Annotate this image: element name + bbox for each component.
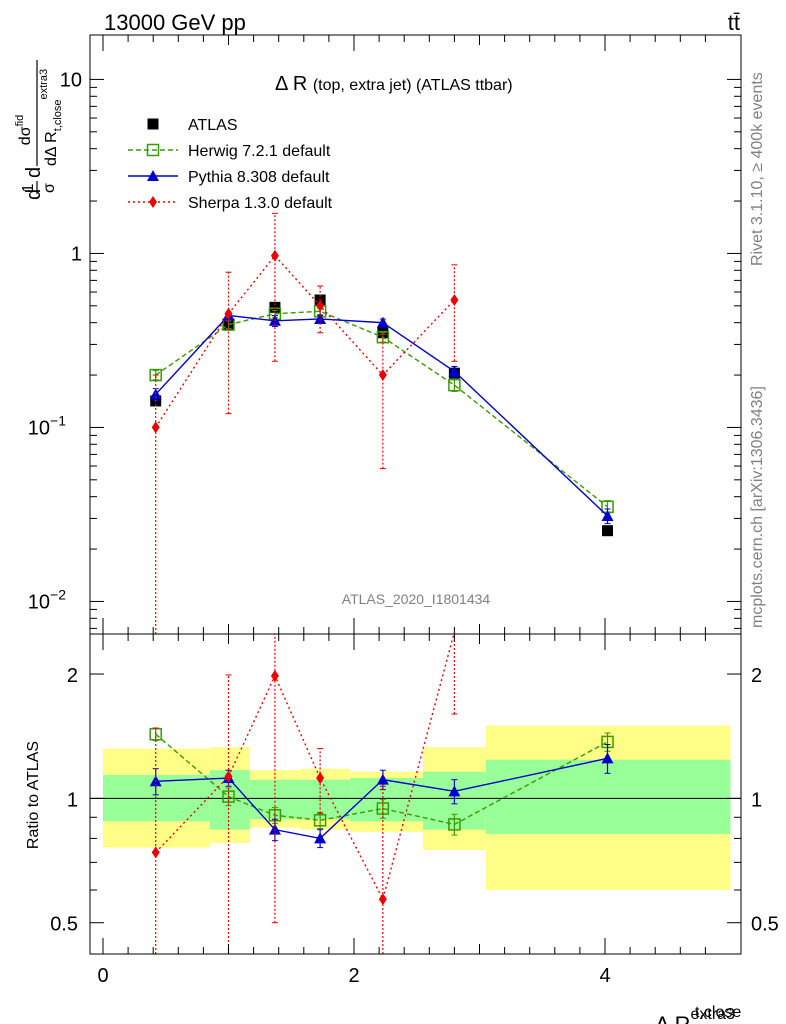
main-y-tick-label: 10−2 xyxy=(28,586,66,613)
pythia-point xyxy=(376,316,389,328)
sherpa-point xyxy=(151,846,160,859)
ratio-y-tick-label-right: 0.5 xyxy=(751,914,779,936)
main-ylabel: d 1 σ d dσfid dΔ Rt,closeextra3 xyxy=(14,60,64,200)
mcplots-label: mcplots.cern.ch [arXiv:1306.3436] xyxy=(749,386,766,628)
legend-atlas-label: ATLAS xyxy=(188,117,238,134)
sherpa-point xyxy=(316,772,325,785)
sherpa-point xyxy=(151,421,160,434)
pythia-point xyxy=(601,509,614,521)
pythia-point xyxy=(314,832,327,844)
sherpa-point xyxy=(224,770,233,783)
ylabel-denominator: dΔ Rt,closeextra3 xyxy=(38,69,64,166)
herwig-line xyxy=(155,310,608,508)
analysis-label: ATLAS_2020_I1801434 xyxy=(342,591,491,607)
herwig-point xyxy=(376,802,390,815)
main-axes: 10 1 10−1 10−2 xyxy=(28,35,741,634)
main-series-layer xyxy=(149,212,614,634)
ylabel-numerator: dσfid xyxy=(14,115,34,145)
legend: ATLAS Herwig 7.2.1 default Pythia 8.308 de… xyxy=(128,117,333,212)
ratio-bands-layer xyxy=(103,725,731,891)
ratio-y-tick-label-right: 1 xyxy=(751,789,762,811)
x-tick-label: 2 xyxy=(348,965,359,987)
ylabel-one: 1 xyxy=(20,183,37,192)
ratio-band-inner xyxy=(485,759,731,834)
pythia-point xyxy=(448,785,461,797)
ylabel-sigma: σ xyxy=(41,183,58,193)
sherpa-line xyxy=(155,631,456,902)
pythia-line xyxy=(155,314,608,517)
herwig-point xyxy=(313,814,327,827)
pythia-point xyxy=(376,773,389,785)
sherpa-point xyxy=(378,893,387,906)
legend-sherpa-label: Sherpa 1.3.0 default xyxy=(188,195,333,212)
sherpa-point xyxy=(270,249,279,262)
chart-title: Δ R (top, extra jet) (ATLAS ttbar) xyxy=(275,73,513,95)
herwig-point xyxy=(222,790,235,803)
legend-pythia-label: Pythia 8.308 default xyxy=(188,169,330,186)
herwig-point xyxy=(448,378,461,392)
rivet-version-label: Rivet 3.1.10, ≥ 400k events xyxy=(749,72,766,266)
main-y-tick-label: 10−1 xyxy=(28,412,66,439)
legend-pythia-marker xyxy=(147,170,159,181)
ratio-ylabel: Ratio to ATLAS xyxy=(25,741,42,849)
ratio-frame xyxy=(89,633,742,955)
ratio-y-tick-label-left: 1 xyxy=(67,789,78,811)
xlabel-sub: t,close xyxy=(695,1004,741,1021)
sherpa-point xyxy=(450,293,459,306)
legend-atlas-marker xyxy=(147,118,159,130)
herwig-point xyxy=(448,818,461,831)
legend-herwig-marker xyxy=(146,143,160,157)
x-tick-label: 4 xyxy=(599,965,610,987)
atlas-point xyxy=(602,525,614,537)
sherpa-point xyxy=(378,369,387,382)
sherpa-point xyxy=(224,307,233,320)
beam-label: 13000 GeV pp xyxy=(104,10,246,35)
sherpa-point xyxy=(270,669,279,682)
process-label: tt̄ xyxy=(728,10,740,35)
pythia-point xyxy=(314,312,327,324)
ylabel-d: d xyxy=(23,189,45,200)
ratio-y-tick-label-right: 2 xyxy=(751,665,762,687)
ylabel-d2: d xyxy=(23,167,45,178)
main-y-tick-label: 10 xyxy=(60,69,82,91)
ratio-axes: 2 2 1 1 0.5 0.5 0 2 4 xyxy=(50,634,779,987)
main-y-tick-label: 1 xyxy=(71,243,82,265)
legend-herwig-label: Herwig 7.2.1 default xyxy=(188,143,331,160)
legend-sherpa-marker xyxy=(149,196,157,208)
ratio-band-inner xyxy=(300,779,351,820)
pythia-point xyxy=(601,752,614,764)
ratio-y-tick-label-left: 0.5 xyxy=(50,914,78,936)
ratio-y-tick-label-left: 2 xyxy=(67,665,78,687)
sherpa-point xyxy=(316,299,325,312)
xlabel: Δ Rextra3 xyxy=(655,1006,735,1024)
x-tick-label: 0 xyxy=(97,965,108,987)
ratio-series-layer xyxy=(149,631,614,954)
pythia-point xyxy=(448,365,461,377)
